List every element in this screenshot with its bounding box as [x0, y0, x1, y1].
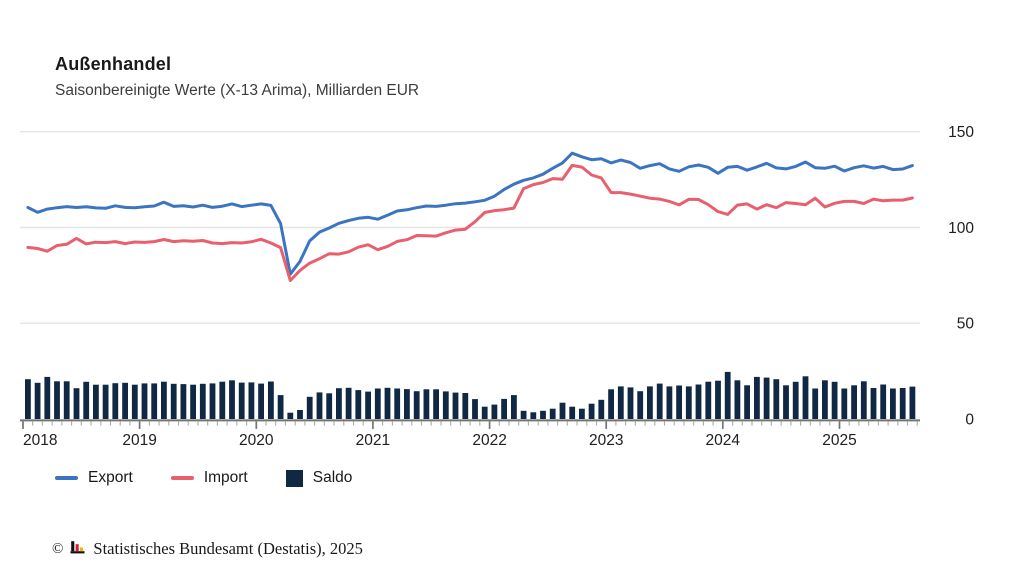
- svg-text:2024: 2024: [706, 432, 741, 449]
- legend-item-saldo: Saldo: [285, 469, 353, 487]
- svg-text:2022: 2022: [472, 432, 506, 449]
- svg-text:100: 100: [948, 220, 974, 237]
- legend-label-export: Export: [88, 469, 133, 486]
- chart-subtitle: Saisonbereinigte Werte (X-13 Arima), Mil…: [55, 82, 420, 99]
- copyright-symbol: ©: [52, 540, 64, 557]
- import-line: [26, 163, 914, 282]
- source-text: Statistisches Bundesamt (Destatis), 2025: [93, 539, 363, 558]
- svg-text:2019: 2019: [122, 432, 156, 449]
- svg-text:50: 50: [957, 316, 975, 333]
- svg-text:2023: 2023: [589, 432, 623, 449]
- legend-label-saldo: Saldo: [312, 469, 353, 486]
- saldo-bars: [25, 371, 916, 419]
- chart-header: Außenhandel Saisonbereinigte Werte (X-13…: [55, 54, 419, 100]
- saldo-square-swatch: [285, 469, 303, 487]
- svg-text:150: 150: [948, 124, 974, 141]
- legend-item-export: Export: [55, 469, 133, 487]
- export-line-swatch: [55, 476, 78, 480]
- page-title: Außenhandel: [55, 54, 172, 74]
- svg-text:2025: 2025: [822, 432, 856, 449]
- legend-label-import: Import: [203, 469, 248, 486]
- legend-item-import: Import: [170, 469, 248, 487]
- gridlines: [20, 130, 920, 324]
- svg-text:0: 0: [965, 412, 974, 429]
- x-axis-labels: 2018 2019 2020 2021 2022 2023 2024 2025: [23, 432, 857, 449]
- import-line-swatch: [170, 476, 194, 480]
- destatis-logo-icon: [70, 539, 86, 559]
- svg-text:2021: 2021: [356, 432, 390, 449]
- x-axis: [20, 419, 920, 429]
- export-line: [26, 151, 914, 276]
- y-axis-labels: 0 50 100 150: [948, 124, 974, 428]
- chart-legend: Export Import Saldo: [55, 469, 352, 487]
- svg-text:2020: 2020: [239, 432, 274, 449]
- svg-text:2018: 2018: [23, 432, 57, 449]
- source-attribution: © Statistisches Bundesamt (Destatis), 20…: [52, 539, 363, 559]
